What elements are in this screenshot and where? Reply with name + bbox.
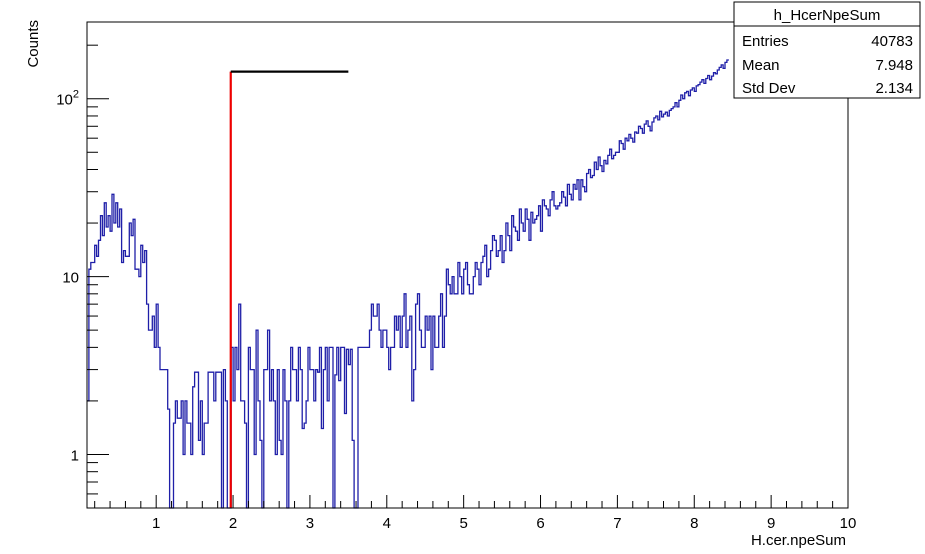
x-tick-label: 5 xyxy=(459,515,467,532)
stats-value-entries: 40783 xyxy=(871,33,913,50)
stats-value-stddev: 2.134 xyxy=(875,80,913,97)
stats-label-mean: Mean xyxy=(742,57,780,74)
x-tick-label: 7 xyxy=(613,515,621,532)
stats-label-entries: Entries xyxy=(742,33,789,50)
x-tick-label: 1 xyxy=(152,515,160,532)
stats-box-title: h_HcerNpeSum xyxy=(774,7,881,24)
y-axis-title: Counts xyxy=(25,20,42,68)
y-tick-label-base: 10 xyxy=(56,92,73,109)
x-tick-label: 4 xyxy=(383,515,391,532)
y-tick-label: 1 xyxy=(71,447,79,464)
x-tick-label: 6 xyxy=(536,515,544,532)
x-tick-label: 3 xyxy=(306,515,314,532)
stats-box: h_HcerNpeSum Entries 40783 Mean 7.948 St… xyxy=(734,2,920,98)
x-tick-label: 9 xyxy=(767,515,775,532)
y-tick-label-exponent: 2 xyxy=(73,89,79,101)
x-tick-label: 8 xyxy=(690,515,698,532)
stats-value-mean: 7.948 xyxy=(875,57,913,74)
y-tick-label: 10 xyxy=(62,270,79,287)
x-axis-title: H.cer.npeSum xyxy=(751,532,846,549)
x-tick-label: 2 xyxy=(229,515,237,532)
x-tick-label: 10 xyxy=(840,515,857,532)
stats-label-stddev: Std Dev xyxy=(742,80,796,97)
